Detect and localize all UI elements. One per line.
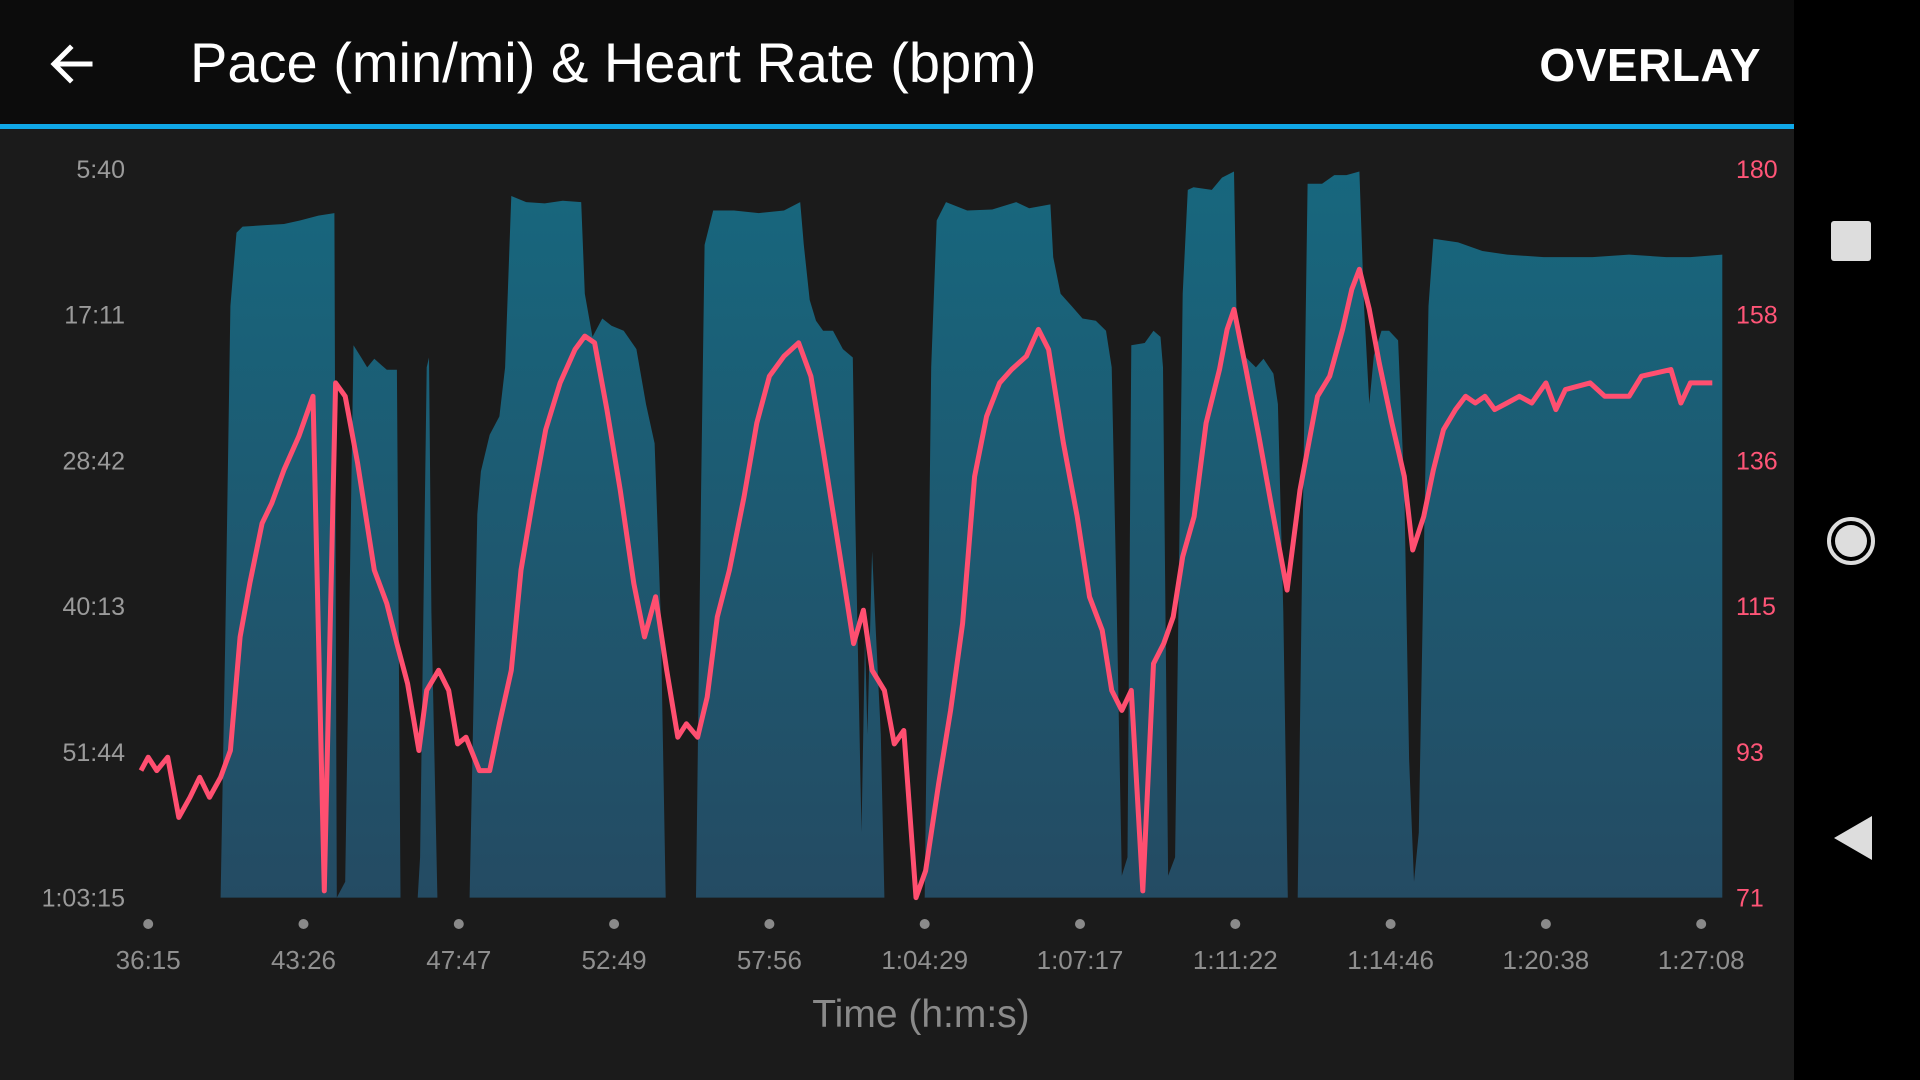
x-axis-title: Time (h:m:s) bbox=[812, 993, 1029, 1036]
page-title: Pace (min/mi) & Heart Rate (bpm) bbox=[190, 31, 1037, 94]
x-axis-tick-dot bbox=[1385, 919, 1396, 929]
x-axis-tick-label: 52:49 bbox=[582, 945, 647, 975]
x-axis-tick-label: 1:14:46 bbox=[1347, 945, 1434, 975]
x-axis-tick-label: 36:15 bbox=[116, 945, 181, 975]
x-axis-tick-dot bbox=[609, 919, 620, 929]
x-axis-tick-label: 1:20:38 bbox=[1503, 945, 1590, 975]
left-axis-tick-label: 5:40 bbox=[76, 156, 125, 184]
left-axis-tick-label: 1:03:15 bbox=[42, 885, 125, 913]
x-axis-tick-label: 1:11:22 bbox=[1193, 945, 1278, 975]
triangle-back-icon[interactable] bbox=[1834, 816, 1872, 860]
left-axis-tick-label: 40:13 bbox=[62, 593, 125, 621]
overlay-button[interactable]: OVERLAY bbox=[1539, 39, 1761, 91]
right-axis-tick-label: 180 bbox=[1736, 156, 1778, 184]
x-axis-tick-dot bbox=[1540, 919, 1551, 929]
right-axis-tick-label: 115 bbox=[1736, 593, 1776, 621]
x-axis-tick-label: 43:26 bbox=[271, 945, 336, 975]
arrow-left-icon bbox=[50, 44, 93, 84]
x-axis-tick-dot bbox=[1696, 919, 1707, 929]
x-axis-tick-label: 1:07:17 bbox=[1037, 945, 1124, 975]
system-nav-bar bbox=[1794, 0, 1920, 1080]
pace-heart-rate-chart: 5:40 17:11 28:42 40:13 51:44 1:03:15 180 158 136… bbox=[42, 156, 1778, 1036]
x-axis-tick-dot bbox=[1075, 919, 1085, 929]
top-app-bar: Pace (min/mi) & Heart Rate (bpm) OVERLAY bbox=[0, 0, 1794, 124]
x-axis-tick-dot bbox=[453, 919, 464, 929]
left-axis-tick-label: 51:44 bbox=[62, 739, 125, 767]
x-axis-tick-label: 1:04:29 bbox=[881, 945, 968, 975]
right-axis-tick-label: 71 bbox=[1736, 885, 1764, 913]
right-axis-tick-label: 136 bbox=[1736, 447, 1778, 475]
x-axis-tick-dot bbox=[298, 919, 309, 929]
app-screen: Pace (min/mi) & Heart Rate (bpm) OVERLAY… bbox=[0, 0, 1794, 1080]
header-divider bbox=[0, 124, 1794, 129]
circle-home-icon[interactable] bbox=[1827, 517, 1875, 565]
right-axis-tick-label: 158 bbox=[1736, 302, 1778, 330]
square-recents-icon[interactable] bbox=[1831, 221, 1871, 261]
x-axis-tick-dot bbox=[1230, 919, 1241, 929]
left-axis-tick-label: 17:11 bbox=[64, 302, 125, 330]
left-axis-tick-label: 28:42 bbox=[62, 447, 125, 475]
x-axis-tick-label: 1:27:08 bbox=[1658, 945, 1745, 975]
x-axis-tick-dot bbox=[764, 919, 775, 929]
x-axis-tick-dot bbox=[143, 919, 154, 929]
back-button[interactable] bbox=[46, 38, 98, 90]
right-axis-tick-label: 93 bbox=[1736, 739, 1764, 767]
heart-rate-line bbox=[138, 266, 1713, 901]
x-axis-tick-dot bbox=[919, 919, 930, 929]
x-axis-tick-label: 57:56 bbox=[737, 945, 802, 975]
x-axis-tick-label: 47:47 bbox=[426, 945, 491, 975]
